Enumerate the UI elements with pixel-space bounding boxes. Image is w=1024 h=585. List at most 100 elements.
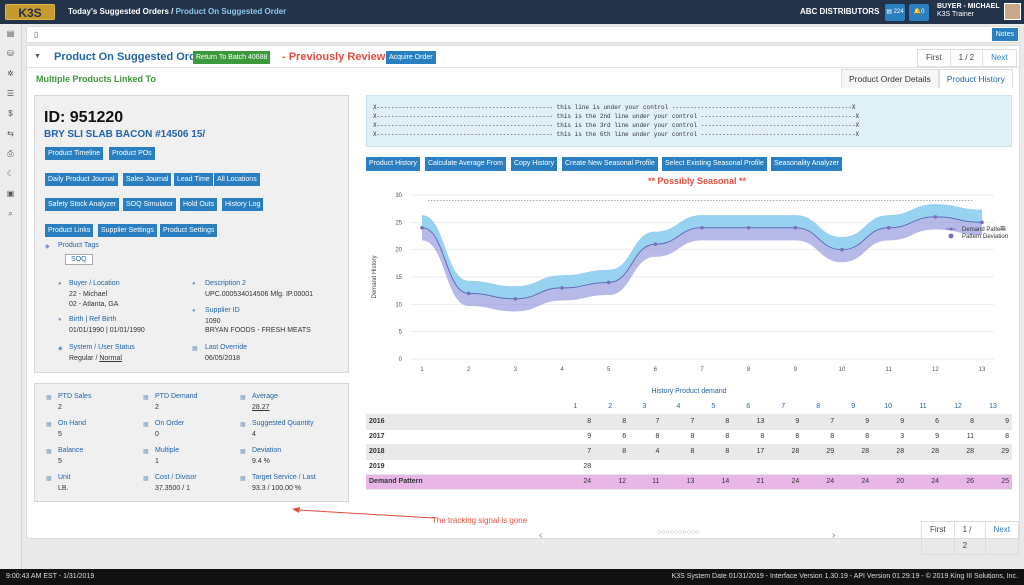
all-locations-button[interactable]: All Locations [214,173,260,186]
lead-time-button[interactable]: Lead Time [174,173,213,186]
table-cell[interactable]: 8 [594,414,630,430]
create-seasonal-profile-button[interactable]: Create New Seasonal Profile [562,157,658,171]
linked-products-label[interactable]: Multiple Products Linked To [36,74,156,84]
product-history-button[interactable]: Product History [366,157,420,171]
column-header[interactable]: 10 [872,399,908,415]
print-icon[interactable]: ⎙ [7,149,14,158]
table-cell[interactable]: 14 [697,474,733,490]
table-cell[interactable]: 8 [662,429,698,445]
table-cell[interactable]: 8 [837,429,873,445]
table-cell[interactable]: 7 [629,414,663,430]
calculate-average-button[interactable]: Calculate Average From [425,157,506,171]
table-cell[interactable] [977,459,1012,475]
notes-button[interactable]: Notes [991,28,1018,41]
table-cell[interactable]: 28 [872,444,908,460]
k3s-logo[interactable]: K3S [5,4,55,20]
table-cell[interactable]: 11 [629,474,663,490]
database-icon[interactable]: ☰ [6,89,15,98]
table-cell[interactable]: 12 [594,474,630,490]
tag-soq[interactable]: SOQ [65,254,93,265]
table-cell[interactable]: 21 [732,474,768,490]
column-header[interactable]: 2 [594,399,630,415]
table-cell[interactable]: 24 [837,474,873,490]
products-icon[interactable]: ⛁ [7,49,14,58]
table-cell[interactable]: 8 [662,444,698,460]
briefcase-icon[interactable]: ▣ [6,189,15,198]
supplier-settings-button[interactable]: Supplier Settings [98,224,157,237]
daily-product-journal-button[interactable]: Daily Product Journal [45,173,118,186]
table-cell[interactable] [942,459,977,475]
hold-outs-button[interactable]: Hold Outs [180,198,218,211]
table-cell[interactable]: 28 [907,444,943,460]
column-header[interactable]: 1 [559,399,595,415]
table-cell[interactable] [594,459,630,475]
messages-button[interactable]: ▤ 224 [885,4,905,21]
avatar[interactable] [1004,3,1021,20]
dollar-icon[interactable]: $ [8,109,13,118]
table-cell[interactable]: 28 [837,444,873,460]
table-cell[interactable]: 8 [802,429,838,445]
product-settings-button[interactable]: Product Settings [160,224,218,237]
column-header[interactable]: 6 [732,399,768,415]
table-cell[interactable] [697,459,733,475]
product-timeline-button[interactable]: Product Timeline [45,147,104,160]
night-icon[interactable]: ☾ [6,169,15,178]
next-page-button[interactable]: Next [993,525,1010,534]
table-cell[interactable]: 6 [907,414,943,430]
scroll-right-icon[interactable]: › [832,530,836,541]
table-cell[interactable]: 13 [732,414,768,430]
table-cell[interactable]: 11 [942,429,977,445]
column-header[interactable]: 8 [802,399,838,415]
table-cell[interactable] [732,459,768,475]
table-cell[interactable]: 24 [767,474,803,490]
arrows-icon[interactable]: ⇆ [7,129,14,138]
user-menu[interactable]: BUYER - MICHAEL K3S Trainer [937,3,1000,18]
table-cell[interactable]: 7 [662,414,698,430]
tab-product-order-details[interactable]: Product Order Details [841,69,939,88]
table-cell[interactable]: 9 [872,414,908,430]
return-to-batch-button[interactable]: Return To Batch 40688 [193,51,271,64]
column-header[interactable]: 3 [629,399,663,415]
table-cell[interactable]: 8 [767,429,803,445]
table-cell[interactable]: 8 [697,444,733,460]
copy-history-button[interactable]: Copy History [511,157,558,171]
history-log-button[interactable]: History Log [222,198,264,211]
table-cell[interactable]: 7 [802,414,838,430]
table-cell[interactable]: 8 [977,429,1012,445]
table-cell[interactable]: 28 [767,444,803,460]
dashboard-icon[interactable]: ▤ [6,29,15,38]
table-cell[interactable]: 29 [977,444,1012,460]
table-cell[interactable]: 9 [559,429,595,445]
column-header[interactable]: 5 [697,399,733,415]
column-header[interactable]: 12 [942,399,977,415]
search-icon[interactable]: ⌕ [8,209,13,218]
first-page-button[interactable]: First [922,522,955,554]
acquire-order-button[interactable]: Acquire Order [386,51,436,64]
table-cell[interactable]: 8 [697,414,733,430]
column-header[interactable]: 11 [907,399,943,415]
user-status-value[interactable]: Normal [99,355,122,362]
table-cell[interactable]: 13 [662,474,698,490]
table-cell[interactable]: 8 [559,414,595,430]
next-page-button[interactable]: Next [991,53,1008,62]
column-header[interactable]: 4 [662,399,698,415]
scroll-left-icon[interactable]: ‹ [539,530,543,541]
table-cell[interactable]: 24 [559,474,595,490]
table-cell[interactable] [662,459,698,475]
column-header[interactable]: 9 [837,399,873,415]
table-cell[interactable]: 9 [977,414,1012,430]
table-cell[interactable]: 8 [629,429,663,445]
safety-stock-analyzer-button[interactable]: Safety Stock Analyzer [45,198,120,211]
table-cell[interactable]: 29 [802,444,838,460]
table-cell[interactable]: 28 [942,444,977,460]
table-cell[interactable]: 9 [767,414,803,430]
table-cell[interactable] [837,459,873,475]
table-cell[interactable]: 8 [594,444,630,460]
table-cell[interactable] [907,459,943,475]
carousel-dots[interactable]: ○○○○○○○○○○ [657,529,700,536]
menu-icon[interactable]: ≡ [1000,223,1005,233]
document-icon[interactable]: ▯ [34,30,39,39]
soq-simulator-button[interactable]: SOQ Simulator [123,198,177,211]
product-links-button[interactable]: Product Links [45,224,94,237]
table-cell[interactable]: 7 [559,444,595,460]
